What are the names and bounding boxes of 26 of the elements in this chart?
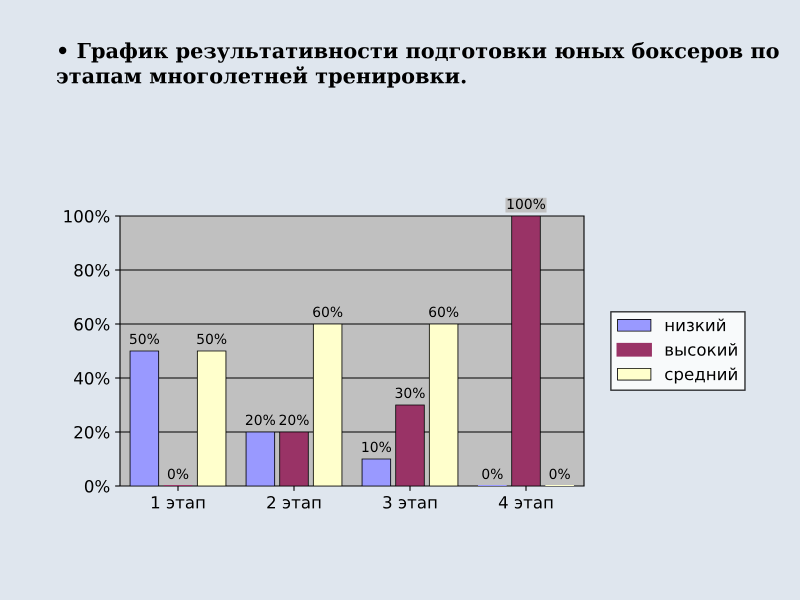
chart-title: • График результативности подготовки юных боксеров по этапам многолетней тренировки. — [56, 42, 779, 88]
x-tick-label: 2 этап — [267, 496, 320, 509]
y-tick-label: 0% — [84, 480, 110, 493]
data-label: 50% — [197, 334, 226, 344]
x-tick-label: 4 этап — [498, 496, 552, 509]
x-tick-label: 1 этап — [152, 496, 204, 509]
y-tick-label: 20% — [74, 426, 110, 439]
data-label: 60% — [313, 306, 342, 318]
legend-label: средний — [665, 367, 737, 384]
data-label: 60% — [429, 306, 458, 318]
data-label: 0% — [168, 468, 188, 480]
data-label: 20% — [246, 414, 276, 426]
data-label: 30% — [396, 388, 425, 398]
data-label: 0% — [482, 468, 503, 480]
data-label: 10% — [362, 442, 392, 452]
y-tick-label: 100% — [64, 210, 110, 223]
data-label: 0% — [550, 468, 570, 480]
legend-label: высокий — [666, 343, 737, 356]
data-label: 100% — [508, 198, 546, 210]
x-tick-label: 3 этап — [383, 496, 436, 509]
y-tick-label: 60% — [74, 318, 110, 331]
data-label: 20% — [280, 414, 309, 426]
data-label: 50% — [130, 334, 160, 344]
y-tick-label: 80% — [74, 264, 110, 277]
legend-label: низкий — [666, 318, 726, 332]
y-tick-label: 40% — [74, 372, 110, 385]
